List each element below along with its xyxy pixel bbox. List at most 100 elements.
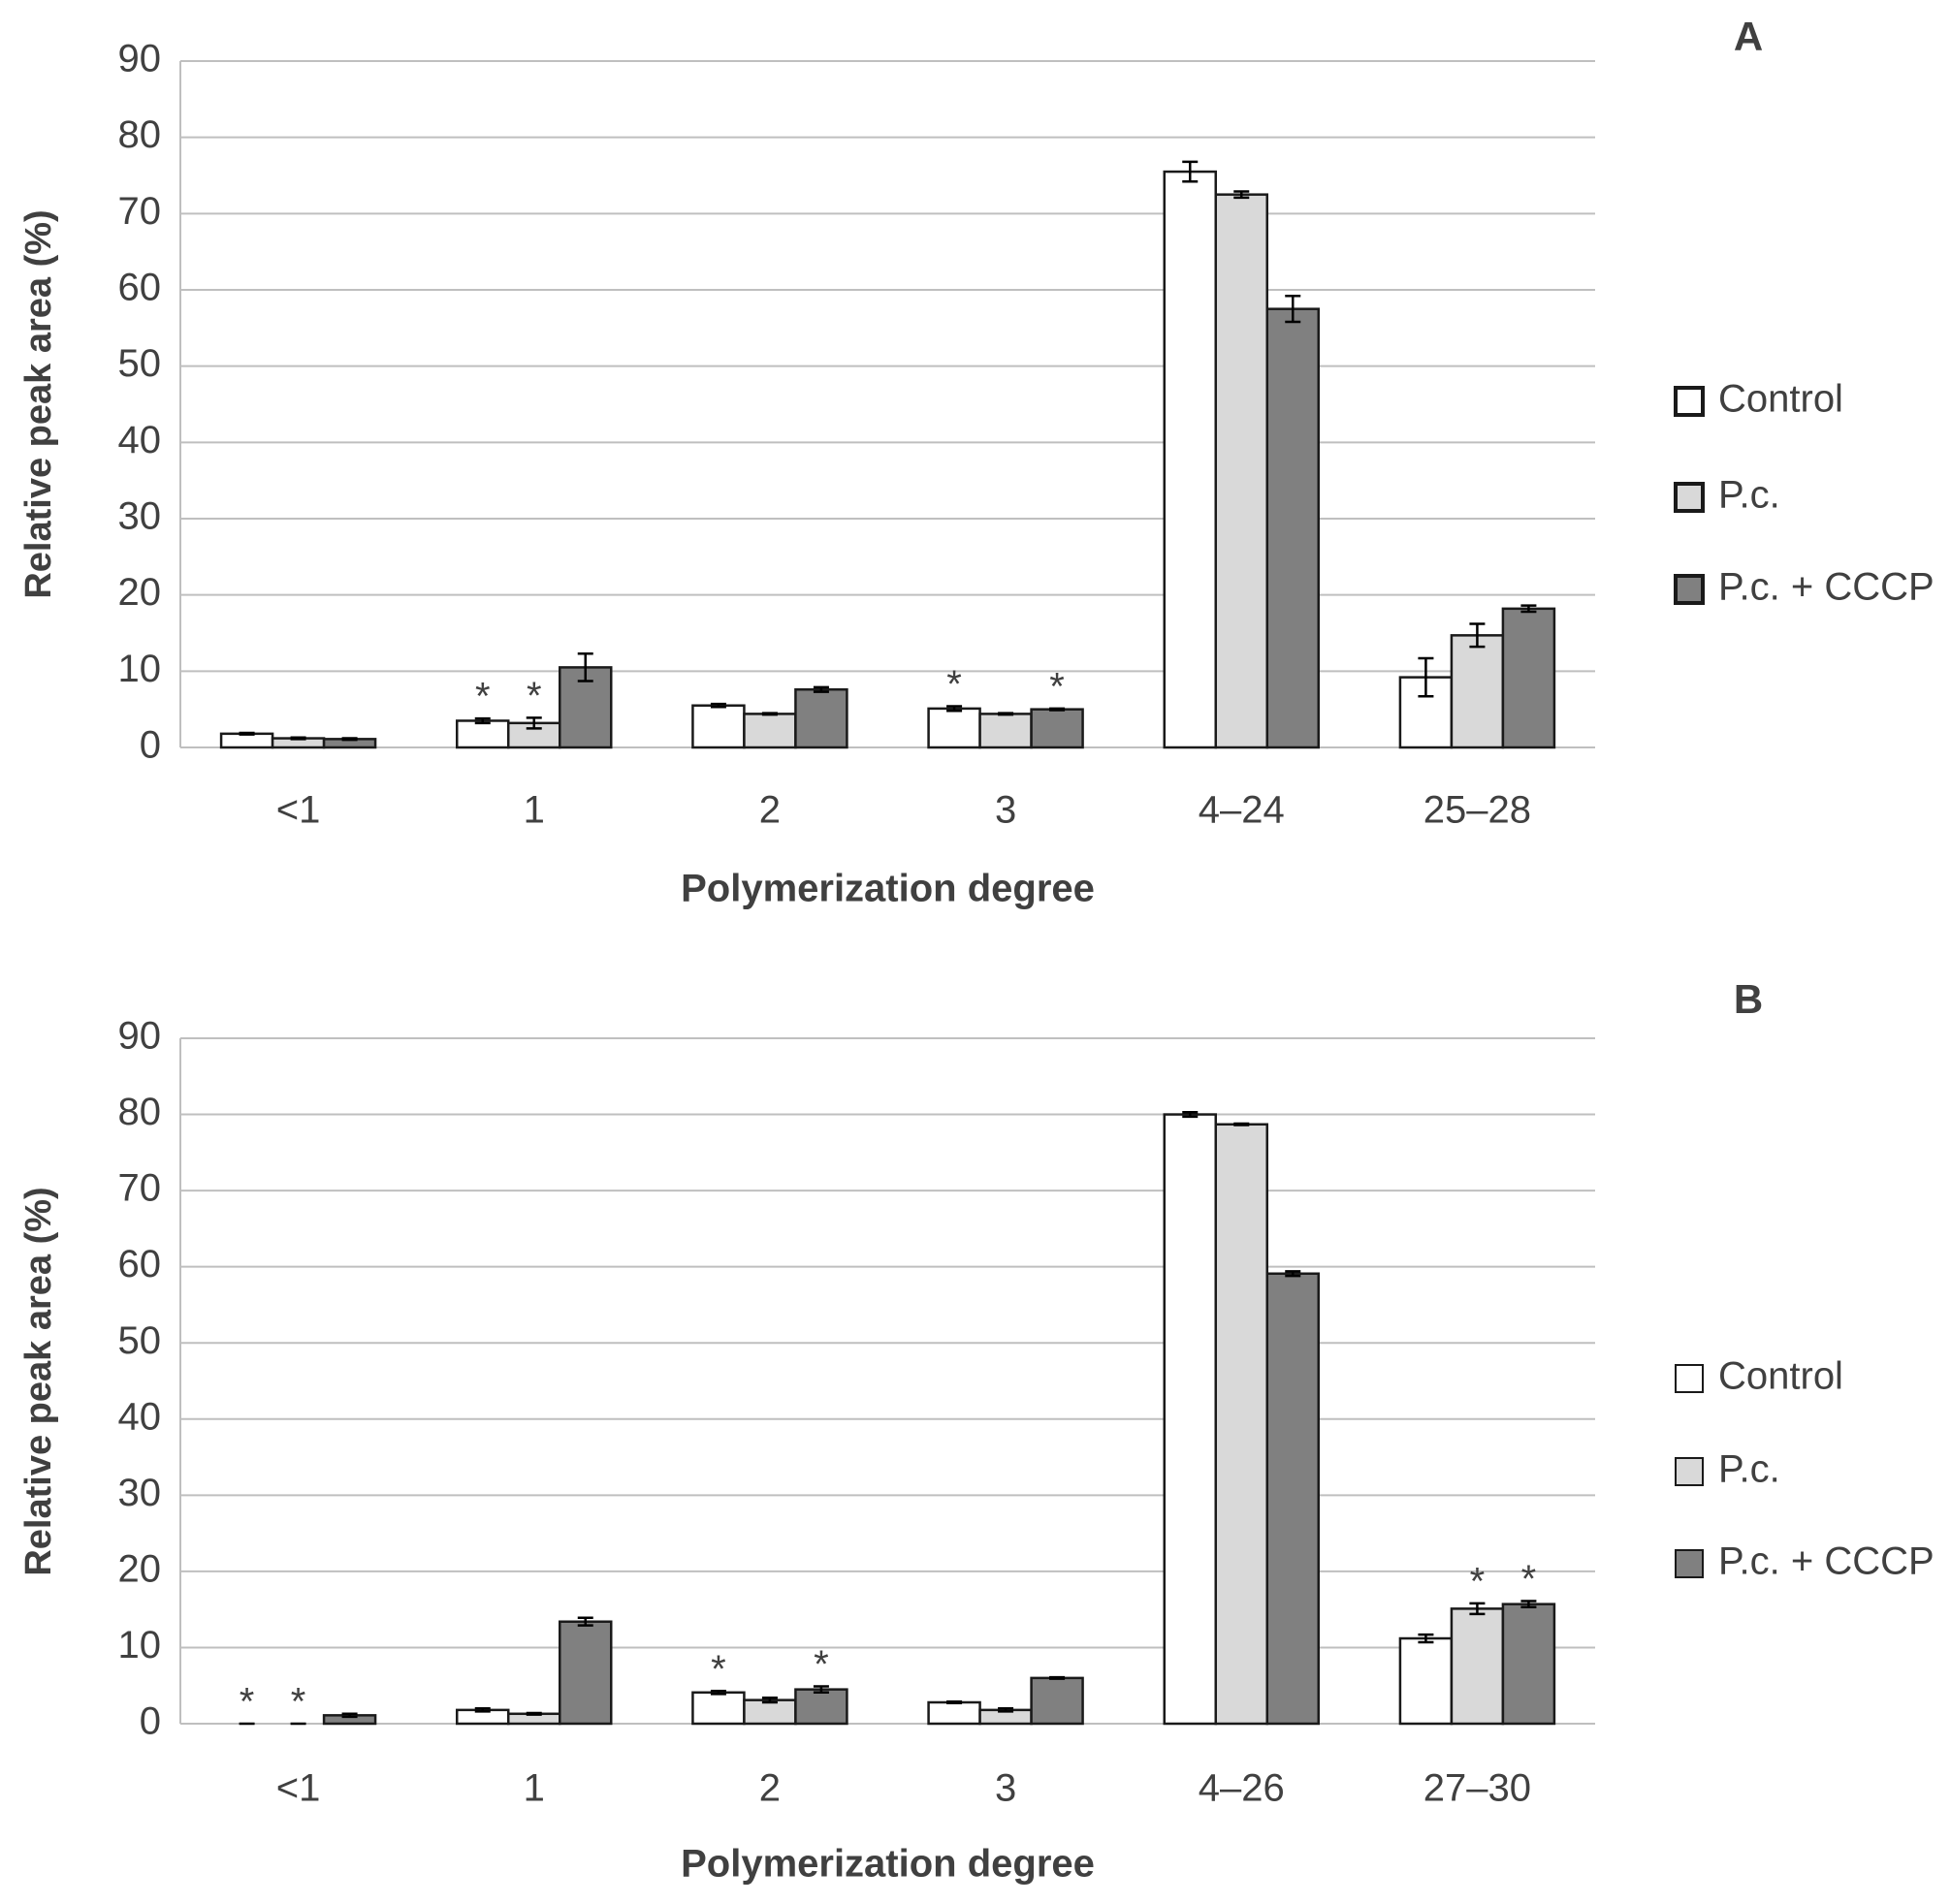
error-bar	[1469, 1602, 1486, 1616]
error-bar	[1233, 1122, 1250, 1127]
y-tick-label: 10	[118, 1624, 162, 1666]
bar	[1163, 170, 1217, 749]
significance-mark: *	[475, 676, 491, 718]
error-bar	[761, 712, 778, 716]
error-bar	[1049, 707, 1066, 712]
bar	[1501, 1603, 1556, 1726]
bar	[743, 1698, 797, 1726]
y-tick-label: 70	[118, 190, 162, 233]
x-tick-label: <1	[276, 789, 321, 832]
x-tick-label: 4–24	[1199, 789, 1285, 832]
bar	[743, 713, 797, 749]
significance-mark: *	[240, 1681, 255, 1724]
y-axis-label: Relative peak area (%)	[18, 209, 59, 598]
error-bar	[290, 736, 306, 741]
bar	[1265, 1272, 1320, 1726]
error-bar	[946, 705, 963, 713]
error-bar	[341, 1712, 358, 1719]
y-tick-label: 50	[118, 342, 162, 385]
x-tick-label: 2	[759, 1767, 781, 1810]
bar	[1501, 607, 1556, 749]
error-bar	[577, 1616, 593, 1627]
error-bar	[813, 685, 829, 693]
error-bar	[1285, 295, 1301, 324]
error-bar	[1418, 656, 1434, 698]
y-tick-label: 0	[140, 1700, 161, 1743]
error-bar	[577, 651, 593, 682]
y-tick-label: 30	[118, 1472, 162, 1514]
y-tick-label: 10	[118, 648, 162, 690]
legend-swatch	[1674, 574, 1705, 605]
error-bar	[710, 702, 726, 709]
legend-swatch	[1674, 386, 1705, 417]
bar	[1030, 1676, 1084, 1726]
error-bar	[1469, 622, 1486, 649]
x-tick-label: 3	[995, 1767, 1016, 1810]
error-bar	[761, 1697, 778, 1704]
y-tick-label: 40	[118, 1395, 162, 1438]
bar	[456, 719, 510, 749]
error-bar	[1520, 604, 1537, 614]
bar	[1214, 1123, 1268, 1726]
y-tick-label: 50	[118, 1319, 162, 1362]
y-tick-label: 80	[118, 113, 162, 156]
legend-label: Control	[1718, 378, 1843, 421]
error-bar	[1182, 1110, 1199, 1119]
legend-label: Control	[1718, 1355, 1843, 1398]
y-tick-label: 20	[118, 571, 162, 614]
bar	[691, 704, 746, 749]
significance-mark: *	[711, 1648, 726, 1691]
error-bar	[474, 716, 491, 725]
legend-swatch	[1675, 1364, 1704, 1393]
y-tick-label: 70	[118, 1167, 162, 1210]
error-bar	[1285, 1270, 1301, 1278]
legend-label: P.c. + CCCP	[1718, 1540, 1935, 1583]
bar	[794, 1688, 848, 1726]
legend-label: P.c.	[1718, 474, 1780, 517]
bar	[1214, 193, 1268, 749]
legend-swatch	[1675, 1457, 1704, 1486]
x-tick-label: 1	[524, 789, 545, 832]
bar	[1030, 708, 1084, 749]
y-tick-label: 60	[118, 267, 162, 309]
bar	[927, 707, 981, 749]
significance-mark: *	[527, 675, 542, 717]
error-bar	[1182, 160, 1199, 183]
error-bar	[526, 1711, 542, 1716]
x-tick-label: 4–26	[1199, 1767, 1285, 1810]
error-bar	[1049, 1675, 1066, 1680]
x-tick-label: 3	[995, 789, 1016, 832]
legend-swatch	[1674, 482, 1705, 513]
x-tick-label: 2	[759, 789, 781, 832]
bar	[691, 1691, 746, 1726]
x-tick-label: 25–28	[1423, 789, 1531, 832]
error-bar	[341, 737, 358, 742]
error-bar	[474, 1707, 491, 1713]
significance-mark: *	[1521, 1558, 1537, 1601]
chart-title: A	[1734, 14, 1763, 59]
y-tick-label: 90	[118, 38, 162, 80]
bar	[927, 1700, 981, 1726]
error-bar	[1418, 1633, 1434, 1644]
y-tick-label: 30	[118, 495, 162, 538]
chart-title: B	[1734, 976, 1763, 1022]
error-bar	[239, 731, 255, 736]
bar	[978, 713, 1033, 749]
error-bar	[998, 712, 1014, 716]
significance-mark: *	[946, 663, 962, 706]
bar	[219, 732, 274, 749]
y-tick-label: 90	[118, 1015, 162, 1058]
x-axis-label: Polymerization degree	[681, 868, 1095, 910]
y-tick-label: 40	[118, 419, 162, 461]
legend-label: P.c. + CCCP	[1718, 566, 1935, 609]
y-tick-label: 60	[118, 1243, 162, 1285]
bar	[1265, 307, 1320, 749]
bar	[559, 1620, 613, 1726]
y-axis-label: Relative peak area (%)	[18, 1187, 59, 1575]
y-tick-label: 0	[140, 724, 161, 767]
error-bar	[813, 1685, 829, 1695]
error-bar	[946, 1699, 963, 1705]
x-tick-label: 1	[524, 1767, 545, 1810]
